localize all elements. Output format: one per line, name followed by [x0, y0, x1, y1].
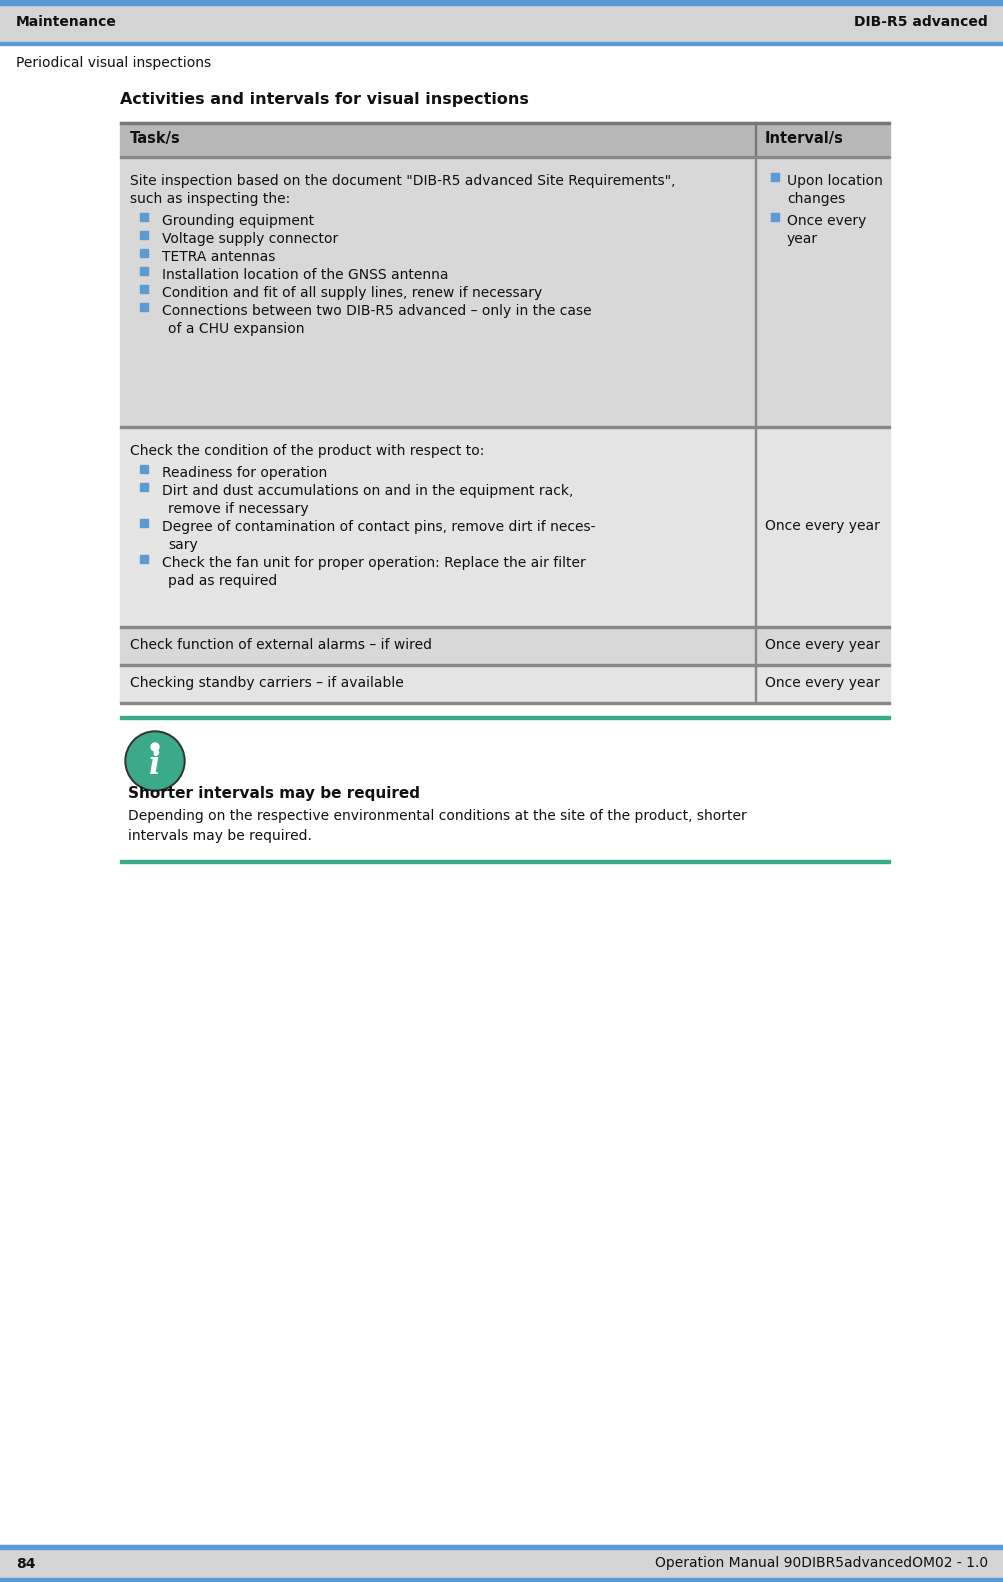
Text: intervals may be required.: intervals may be required. — [127, 829, 312, 843]
Text: Depending on the respective environmental conditions at the site of the product,: Depending on the respective environmenta… — [127, 808, 746, 823]
Text: Maintenance: Maintenance — [16, 14, 116, 28]
Bar — [754, 426, 755, 626]
Bar — [139, 231, 147, 239]
Text: remove if necessary: remove if necessary — [168, 501, 308, 516]
Text: Once every year: Once every year — [764, 519, 879, 533]
Text: Voltage supply connector: Voltage supply connector — [161, 231, 338, 245]
Bar — [754, 122, 755, 157]
Bar — [754, 626, 755, 664]
Bar — [120, 426, 889, 626]
Bar — [770, 172, 778, 180]
Circle shape — [125, 731, 185, 791]
Text: Degree of contamination of contact pins, remove dirt if neces-: Degree of contamination of contact pins,… — [161, 519, 595, 533]
Bar — [139, 519, 147, 527]
Bar — [120, 122, 889, 157]
Bar — [0, 43, 1003, 44]
Text: Checking standby carriers – if available: Checking standby carriers – if available — [129, 676, 403, 690]
Text: Check the condition of the product with respect to:: Check the condition of the product with … — [129, 443, 483, 457]
Text: Installation location of the GNSS antenna: Installation location of the GNSS antenn… — [161, 267, 448, 282]
Text: Condition and fit of all supply lines, renew if necessary: Condition and fit of all supply lines, r… — [161, 286, 542, 299]
Bar — [754, 664, 755, 702]
Text: 84: 84 — [16, 1557, 35, 1571]
Text: changes: changes — [786, 191, 845, 206]
Bar — [0, 0, 1003, 43]
Bar — [120, 626, 889, 664]
Text: Activities and intervals for visual inspections: Activities and intervals for visual insp… — [120, 92, 529, 108]
Text: Shorter intervals may be required: Shorter intervals may be required — [127, 786, 419, 800]
Text: of a CHU expansion: of a CHU expansion — [168, 321, 304, 335]
Circle shape — [150, 744, 158, 751]
Text: Site inspection based on the document "DIB-R5 advanced Site Requirements",: Site inspection based on the document "D… — [129, 174, 675, 188]
Text: pad as required: pad as required — [168, 574, 277, 587]
Bar — [139, 214, 147, 221]
Bar — [0, 1546, 1003, 1582]
Circle shape — [126, 732, 183, 789]
Text: Check the fan unit for proper operation: Replace the air filter: Check the fan unit for proper operation:… — [161, 555, 585, 570]
Bar — [0, 1577, 1003, 1582]
Text: Connections between two DIB-R5 advanced – only in the case: Connections between two DIB-R5 advanced … — [161, 304, 591, 318]
Bar — [754, 157, 755, 426]
Bar — [139, 483, 147, 490]
Text: sary: sary — [168, 538, 198, 552]
Text: Once every year: Once every year — [764, 638, 879, 652]
Text: Dirt and dust accumulations on and in the equipment rack,: Dirt and dust accumulations on and in th… — [161, 484, 573, 498]
Text: i: i — [149, 750, 160, 782]
Bar — [139, 248, 147, 256]
Bar — [120, 157, 889, 426]
Text: Grounding equipment: Grounding equipment — [161, 214, 314, 228]
Text: Readiness for operation: Readiness for operation — [161, 465, 327, 479]
Text: year: year — [786, 231, 817, 245]
Bar — [0, 1546, 1003, 1549]
Text: TETRA antennas: TETRA antennas — [161, 250, 275, 264]
Bar — [139, 267, 147, 275]
Text: Check function of external alarms – if wired: Check function of external alarms – if w… — [129, 638, 431, 652]
Bar — [139, 555, 147, 563]
Text: Periodical visual inspections: Periodical visual inspections — [16, 55, 211, 70]
Bar — [120, 717, 889, 718]
Text: Upon location: Upon location — [786, 174, 882, 188]
Text: Once every year: Once every year — [764, 676, 879, 690]
Bar — [120, 664, 889, 702]
Text: DIB-R5 advanced: DIB-R5 advanced — [854, 14, 987, 28]
Text: Operation Manual 90DIBR5advancedOM02 - 1.0: Operation Manual 90DIBR5advancedOM02 - 1… — [654, 1557, 987, 1571]
Text: such as inspecting the:: such as inspecting the: — [129, 191, 290, 206]
Bar — [120, 861, 889, 864]
Text: Interval/s: Interval/s — [764, 131, 844, 147]
Text: Once every: Once every — [786, 214, 866, 228]
Bar — [770, 214, 778, 221]
Text: Task/s: Task/s — [129, 131, 181, 147]
Bar — [0, 0, 1003, 5]
Bar — [139, 465, 147, 473]
Bar — [139, 285, 147, 293]
Bar — [139, 304, 147, 312]
